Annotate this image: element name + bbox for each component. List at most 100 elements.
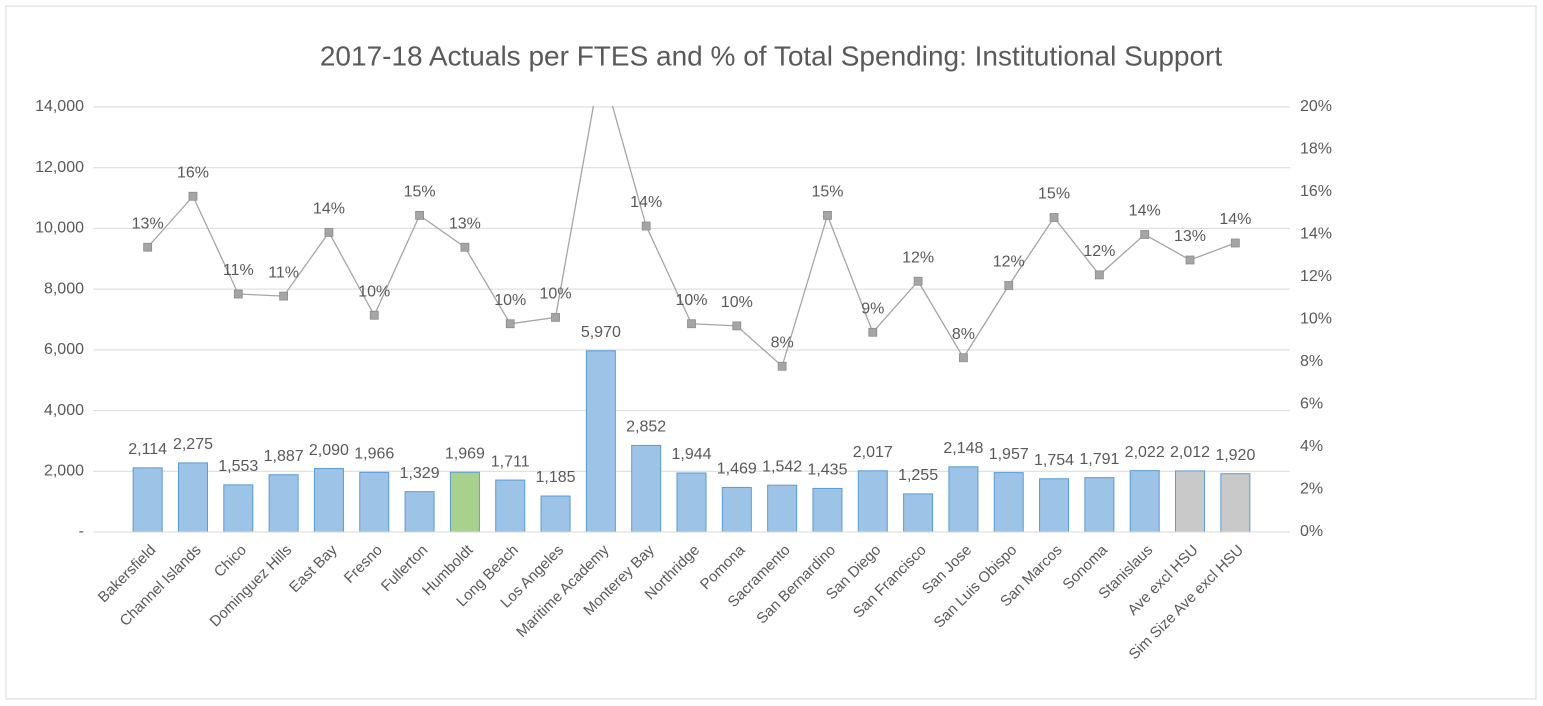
y-tick-label: 14,000: [35, 98, 84, 115]
line-marker: [1140, 230, 1150, 239]
line-value-label: 12%: [902, 249, 934, 266]
line-marker: [279, 291, 289, 301]
bar: [721, 486, 752, 533]
line-value-label: 16%: [177, 164, 209, 181]
line-value-label: 10%: [540, 286, 572, 303]
line-value-label: 10%: [494, 292, 526, 309]
bar-value-label: 1,435: [807, 462, 847, 479]
line-marker: [1185, 255, 1195, 265]
bar-value-label: 1,711: [491, 453, 530, 470]
bar: [948, 466, 979, 533]
line-marker: [324, 227, 334, 237]
bar: [449, 471, 480, 533]
line-value-label: 14%: [630, 194, 662, 211]
line-value-label: 13%: [132, 215, 164, 232]
bar-value-label: 1,469: [717, 461, 757, 478]
y2-tick-label: 16%: [1300, 183, 1332, 200]
line-marker: [143, 242, 153, 252]
line-marker: [415, 210, 424, 220]
bar: [404, 491, 435, 533]
line-value-label: 14%: [313, 201, 345, 218]
bar-value-label: 1,966: [354, 446, 394, 463]
line-marker: [188, 191, 198, 201]
y2-tick-label: 6%: [1300, 396, 1323, 413]
line-value-label: 9%: [861, 300, 884, 317]
line-value-label: 13%: [449, 215, 481, 232]
line-marker: [868, 327, 878, 337]
bar-value-label: 1,185: [536, 469, 576, 486]
bar: [631, 444, 662, 533]
bar-value-label: 2,148: [943, 440, 983, 457]
bar-value-label: 2,090: [309, 442, 349, 459]
bar-value-label: 1,754: [1034, 452, 1074, 469]
line-marker: [823, 210, 832, 220]
y2-tick-label: 18%: [1300, 141, 1332, 158]
chart-frame: [5, 5, 1537, 700]
y2-tick-label: 14%: [1300, 226, 1332, 243]
line-value-label: 11%: [268, 264, 299, 281]
bar: [1220, 473, 1251, 533]
y2-tick-label: 20%: [1300, 98, 1332, 115]
bar: [767, 484, 798, 533]
line-value-label: 15%: [404, 184, 436, 201]
bar-value-label: 2,017: [853, 444, 893, 461]
line-value-label: 10%: [675, 292, 707, 309]
line-marker: [460, 242, 470, 252]
bar-value-label: 1,944: [671, 446, 711, 463]
bar-value-label: 1,255: [898, 467, 938, 484]
line-value-label: 14%: [1129, 203, 1161, 220]
line-marker: [687, 319, 696, 329]
bar: [993, 472, 1024, 533]
line-value-label: 8%: [771, 334, 794, 351]
y-tick-label: 12,000: [35, 159, 84, 176]
y-tick-label: 6,000: [44, 341, 84, 358]
bar-value-label: 1,920: [1215, 447, 1255, 464]
bar-value-label: 2,022: [1125, 444, 1165, 461]
chart-title: 2017-18 Actuals per FTES and % of Total …: [320, 40, 1222, 71]
line-value-label: 12%: [1083, 243, 1115, 260]
line-marker: [1094, 270, 1104, 280]
y2-tick-label: 12%: [1300, 268, 1332, 285]
y2-tick-label: 8%: [1300, 353, 1323, 370]
line-value-label: 14%: [1219, 211, 1251, 228]
bar: [812, 487, 843, 533]
line-value-label: 11%: [223, 262, 254, 279]
bar-value-label: 1,887: [264, 448, 304, 465]
bar-value-label: 5,970: [581, 324, 621, 341]
line-value-label: 13%: [1174, 228, 1206, 245]
line-marker: [732, 321, 742, 331]
bar-value-label: 1,957: [989, 446, 1029, 463]
line-value-label: 8%: [952, 326, 975, 343]
bar: [495, 479, 526, 533]
y-tick-label: 10,000: [35, 220, 84, 237]
line-marker: [1230, 238, 1240, 248]
bar: [676, 472, 707, 533]
line-value-label: 10%: [358, 283, 390, 300]
line-marker: [551, 312, 560, 322]
bar-value-label: 2,012: [1170, 444, 1210, 461]
bar-value-label: 2,114: [128, 441, 167, 458]
line-value-label: 15%: [1038, 186, 1070, 203]
y-tick-label: 4,000: [44, 402, 84, 419]
bar: [540, 495, 571, 533]
line-marker: [505, 319, 515, 329]
line-value-label: 15%: [811, 184, 843, 201]
y-tick-label: -: [79, 523, 84, 540]
line-marker: [777, 361, 787, 371]
bar: [1039, 478, 1070, 533]
y2-tick-label: 10%: [1300, 311, 1332, 328]
bar: [585, 350, 616, 533]
bar: [857, 470, 888, 533]
line-marker: [233, 289, 243, 299]
bar: [268, 474, 299, 533]
bar-value-label: 1,542: [762, 458, 802, 475]
bar: [313, 468, 344, 533]
line-marker: [1004, 281, 1014, 290]
bar-value-label: 2,852: [626, 419, 666, 436]
bar-value-label: 1,791: [1079, 451, 1119, 468]
y-tick-label: 2,000: [44, 463, 84, 480]
y2-tick-label: 0%: [1300, 523, 1323, 540]
bar: [177, 462, 208, 533]
line-series: [143, 106, 1240, 371]
